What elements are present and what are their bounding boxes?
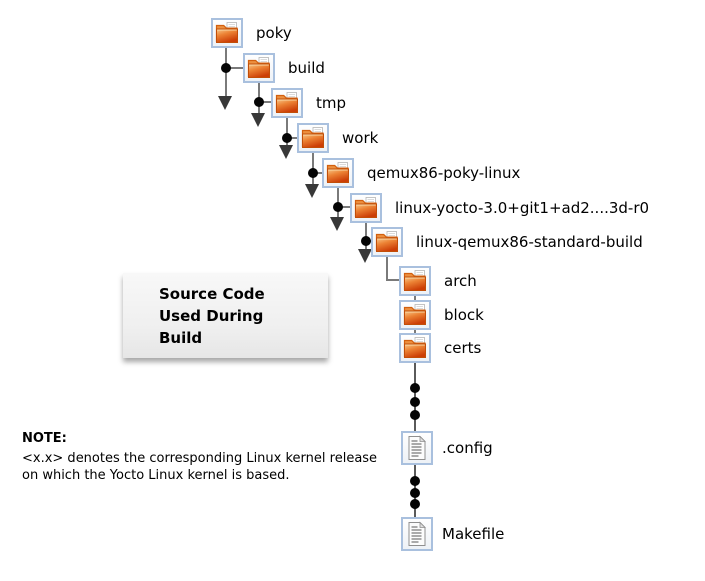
node-label: linux-yocto-3.0+git1+ad2....3d-r0 bbox=[395, 199, 650, 217]
folder-icon bbox=[211, 18, 243, 48]
folder-icon bbox=[297, 123, 329, 153]
tree-node-linux-qemux86-standard-build: linux-qemux86-standard-build bbox=[371, 227, 681, 257]
note-title: NOTE: bbox=[22, 431, 67, 446]
connector-line bbox=[414, 330, 416, 334]
callout-source-code-box: Source Code Used During Build bbox=[123, 273, 328, 358]
tree-node-qemux86-poky-linux: qemux86-poky-linux bbox=[322, 158, 582, 188]
folder-icon bbox=[322, 158, 354, 188]
tree-node-linux-yocto: linux-yocto-3.0+git1+ad2....3d-r0 bbox=[350, 193, 680, 223]
tree-node-dot-config: .config bbox=[401, 431, 551, 465]
down-arrow-icon bbox=[218, 96, 232, 110]
ellipsis-bullet bbox=[410, 383, 420, 393]
node-label: certs bbox=[444, 339, 482, 357]
connector-stem bbox=[286, 117, 288, 147]
callout-line: Source Code bbox=[159, 285, 265, 303]
node-label: poky bbox=[256, 24, 292, 42]
note-block: NOTE: <x.x> denotes the corresponding Li… bbox=[22, 430, 380, 485]
down-arrow-icon bbox=[251, 113, 265, 127]
node-label: block bbox=[444, 306, 484, 324]
connector-branch bbox=[259, 101, 271, 103]
down-arrow-icon bbox=[358, 249, 372, 263]
connector-branch bbox=[226, 67, 243, 69]
tree-node-tmp: tmp bbox=[271, 88, 471, 118]
tree-node-makefile: Makefile bbox=[401, 517, 551, 551]
document-icon bbox=[401, 431, 433, 465]
ellipsis-bullet bbox=[410, 476, 420, 486]
connector-elbow bbox=[386, 257, 388, 281]
branch-bullet bbox=[361, 236, 371, 246]
folder-icon bbox=[371, 227, 403, 257]
node-label: linux-qemux86-standard-build bbox=[416, 233, 643, 251]
connector-line bbox=[414, 296, 416, 301]
note-body: <x.x> denotes the corresponding Linux ke… bbox=[22, 450, 378, 484]
folder-icon bbox=[243, 53, 275, 83]
ellipsis-bullet bbox=[410, 410, 420, 420]
connector-branch bbox=[338, 206, 350, 208]
node-label: .config bbox=[442, 439, 493, 457]
tree-node-arch: arch bbox=[399, 266, 549, 296]
ellipsis-bullet bbox=[410, 397, 420, 407]
node-label: qemux86-poky-linux bbox=[367, 164, 521, 182]
node-label: Makefile bbox=[442, 525, 505, 543]
branch-bullet bbox=[282, 133, 292, 143]
branch-bullet bbox=[221, 63, 231, 73]
document-icon bbox=[401, 517, 433, 551]
folder-icon bbox=[399, 300, 431, 330]
connector-elbow bbox=[386, 279, 399, 281]
connector-branch bbox=[287, 137, 297, 139]
node-label: build bbox=[288, 59, 325, 77]
tree-node-certs: certs bbox=[399, 333, 549, 363]
callout-line: Used During bbox=[159, 307, 264, 325]
node-label: arch bbox=[444, 272, 477, 290]
down-arrow-icon bbox=[279, 145, 293, 159]
folder-icon bbox=[350, 193, 382, 223]
tree-node-poky: poky bbox=[211, 18, 411, 48]
tree-node-work: work bbox=[297, 123, 497, 153]
node-label: work bbox=[342, 129, 379, 147]
ellipsis-bullet bbox=[410, 499, 420, 509]
branch-bullet bbox=[308, 168, 318, 178]
folder-icon bbox=[271, 88, 303, 118]
branch-bullet bbox=[333, 202, 343, 212]
branch-bullet bbox=[254, 97, 264, 107]
node-label: tmp bbox=[316, 94, 347, 112]
down-arrow-icon bbox=[305, 184, 319, 198]
down-arrow-icon bbox=[330, 217, 344, 231]
folder-icon bbox=[399, 333, 431, 363]
callout-line: Build bbox=[159, 329, 203, 347]
ellipsis-bullet bbox=[410, 488, 420, 498]
tree-node-build: build bbox=[243, 53, 443, 83]
folder-icon bbox=[399, 266, 431, 296]
tree-node-block: block bbox=[399, 300, 549, 330]
